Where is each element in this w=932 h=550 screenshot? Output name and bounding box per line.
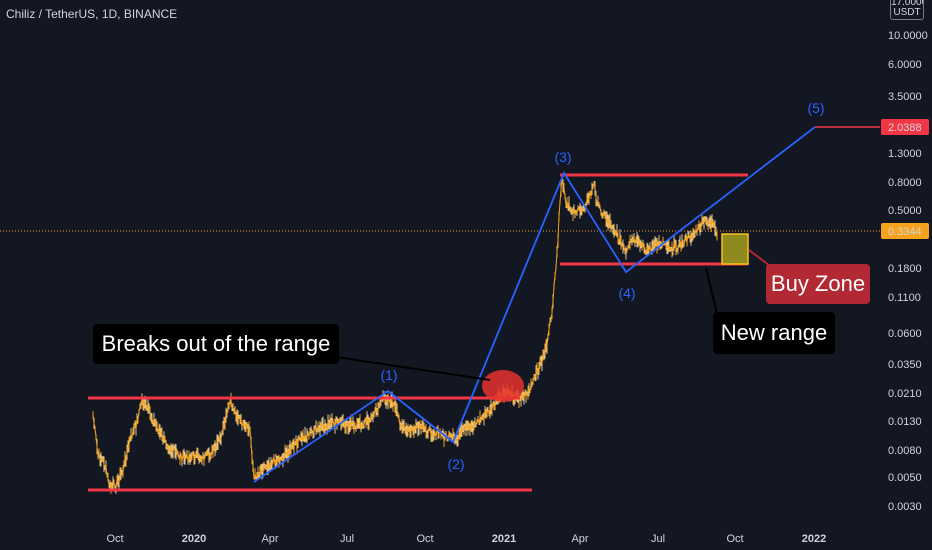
- y-tick-label: 0.1100: [888, 292, 921, 304]
- wave-label-5: (5): [807, 100, 824, 116]
- unit-top-value: 17.0000: [891, 0, 923, 8]
- y-tick-label: 2.0388: [888, 122, 922, 134]
- y-tick-label: 0.0130: [888, 416, 922, 428]
- wave-label-2: (2): [447, 456, 464, 472]
- x-tick-label: Apr: [261, 533, 278, 545]
- price-label-bg: [881, 223, 929, 239]
- callout-buy-zone-box: [766, 264, 870, 304]
- elliott-wave-path: [253, 126, 816, 483]
- time-axis[interactable]: Oct 2020 Apr Jul Oct 2021 Apr Jul Oct 2022: [106, 533, 826, 545]
- y-tick-label: 0.3344: [888, 226, 922, 238]
- unit-label: USDT: [893, 7, 921, 18]
- x-tick-label: Oct: [726, 533, 743, 545]
- chart-title: Chiliz / TetherUS, 1D, BINANCE: [6, 7, 178, 21]
- buy-zone-box: [721, 233, 749, 265]
- x-tick-label: 2020: [182, 533, 206, 545]
- y-tick-label: 0.0080: [888, 445, 922, 457]
- callout-buy-zone-text: Buy Zone: [771, 271, 865, 296]
- callout-breakout-text: Breaks out of the range: [102, 331, 331, 356]
- callout-buy-zone[interactable]: Buy Zone: [748, 249, 870, 304]
- callout-buy-zone-pointer: [748, 249, 771, 267]
- x-tick-label: Jul: [651, 533, 665, 545]
- breakout-highlight: [482, 370, 524, 402]
- y-tick-label: 1.3000: [888, 148, 922, 160]
- x-tick-label: 2022: [802, 533, 826, 545]
- price-axis[interactable]: 10.0000 6.0000 3.5000 2.0388 1.3000 0.8000 0.5…: [881, 30, 929, 513]
- currency-unit-badge[interactable]: 17.0000 USDT: [890, 0, 924, 20]
- callout-breakout-pointer: [335, 356, 491, 381]
- callout-breakout-box: [93, 324, 339, 364]
- y-tick-label: 0.0050: [888, 472, 922, 484]
- wave-label-1: (1): [380, 367, 397, 383]
- callout-new-range-pointer: [705, 267, 719, 319]
- callout-new-range-text: New range: [721, 320, 827, 345]
- y-tick-label: 0.8000: [888, 177, 922, 189]
- callout-new-range-box: [713, 312, 835, 354]
- wave-label-4: (4): [618, 285, 635, 301]
- price-label-bg: [881, 119, 929, 135]
- y-tick-label: 10.0000: [888, 30, 928, 42]
- y-tick-label: 3.5000: [888, 91, 922, 103]
- y-tick-label: 0.0350: [888, 359, 922, 371]
- callout-new-range[interactable]: New range: [705, 267, 835, 354]
- x-tick-label: Jul: [340, 533, 354, 545]
- y-tick-label: 0.0030: [888, 501, 922, 513]
- x-tick-label: Oct: [106, 533, 123, 545]
- y-tick-label: 0.0210: [888, 388, 922, 400]
- x-tick-label: 2021: [492, 533, 516, 545]
- x-tick-label: Apr: [571, 533, 588, 545]
- y-tick-label: 6.0000: [888, 59, 922, 71]
- y-tick-label: 0.5000: [888, 205, 922, 217]
- y-tick-label: 0.1800: [888, 263, 922, 275]
- wave-label-3: (3): [554, 149, 571, 165]
- price-line: [92, 178, 718, 490]
- callout-breakout[interactable]: Breaks out of the range: [93, 324, 491, 381]
- y-tick-label: 0.0600: [888, 328, 922, 340]
- x-tick-label: Oct: [416, 533, 433, 545]
